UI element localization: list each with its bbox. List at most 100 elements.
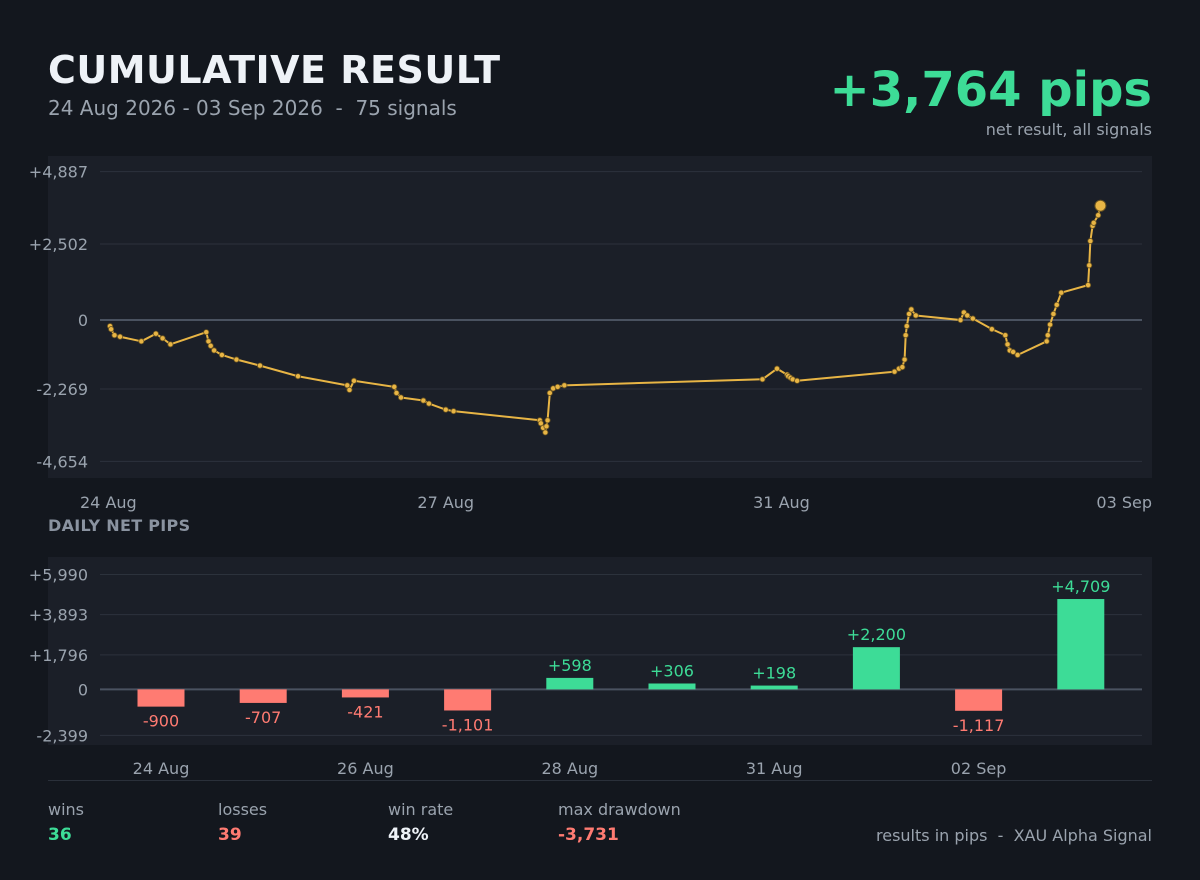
stat-winrate-label: win rate <box>388 800 454 819</box>
signal-point <box>167 341 174 348</box>
bar-value-label: -1,101 <box>442 715 494 734</box>
y-tick-label: 0 <box>78 311 88 330</box>
signal-point <box>773 365 780 372</box>
y-tick-label: 0 <box>78 680 88 699</box>
daily-bar <box>750 685 798 690</box>
stat-losses-label: losses <box>218 800 268 819</box>
signal-point <box>111 332 118 339</box>
daily-bar <box>955 689 1003 711</box>
signal-point <box>891 368 898 375</box>
y-tick-label: +2,502 <box>29 235 88 254</box>
y-tick-label: +1,796 <box>29 646 88 665</box>
x-tick-label: 24 Aug <box>133 759 190 778</box>
signal-point <box>899 364 906 371</box>
signal-point <box>1043 338 1050 345</box>
signal-point <box>912 312 919 319</box>
signal-point <box>543 423 550 430</box>
daily-bar <box>239 689 287 703</box>
signal-point <box>138 338 145 345</box>
y-tick-label: -2,399 <box>36 726 88 745</box>
stat-losses-value: 39 <box>218 825 242 845</box>
signal-point <box>759 376 766 383</box>
signal-point <box>152 330 159 337</box>
signal-point <box>207 342 214 349</box>
cumulative-line-chart: +4,887 +2,502 0 -2,269 -4,654 24 Aug 27 Aug 31 … <box>28 162 1152 512</box>
bar-value-label: +306 <box>650 661 694 680</box>
x-tick-label: 31 Aug <box>753 493 810 512</box>
signal-point <box>554 383 561 390</box>
bar-value-label: -421 <box>347 702 383 721</box>
bar-value-label: +198 <box>752 664 796 683</box>
signal-point <box>425 400 432 407</box>
bar-value-label: +2,200 <box>847 625 906 644</box>
signal-point <box>1004 341 1011 348</box>
stat-winrate-value: 48% <box>388 825 429 845</box>
bar-chart-panel <box>48 557 1152 745</box>
bar-value-label: +598 <box>548 656 592 675</box>
signal-point <box>902 332 909 339</box>
signal-point <box>561 382 568 389</box>
signal-point <box>1053 301 1060 308</box>
signal-point <box>901 356 908 363</box>
daily-bar <box>137 689 185 707</box>
signal-point <box>397 394 404 401</box>
net-result-caption: net result, all signals <box>985 120 1152 139</box>
x-tick-label: 02 Sep <box>951 759 1007 778</box>
daily-bar <box>546 677 594 690</box>
bar-value-label: +4,709 <box>1051 577 1110 596</box>
signal-point <box>350 377 357 384</box>
signal-point <box>1087 238 1094 245</box>
daily-bar <box>341 689 389 698</box>
x-tick-label: 31 Aug <box>746 759 803 778</box>
bar-value-label: -1,117 <box>953 716 1005 735</box>
signal-point <box>988 326 995 333</box>
signal-point <box>908 306 915 313</box>
daily-section-label: DAILY NET PIPS <box>48 516 191 535</box>
signal-point <box>964 312 971 319</box>
y-tick-label: +3,893 <box>29 606 88 625</box>
signal-point <box>546 389 553 396</box>
daily-bar <box>444 689 492 711</box>
signal-point <box>1095 212 1102 219</box>
signal-point <box>442 406 449 413</box>
signal-point <box>1014 351 1021 358</box>
daily-bar <box>1057 599 1105 690</box>
signal-point <box>391 383 398 390</box>
divider <box>48 780 1152 781</box>
x-tick-label: 28 Aug <box>541 759 598 778</box>
x-tick-label: 26 Aug <box>337 759 394 778</box>
signal-point <box>1047 321 1054 328</box>
signal-point <box>903 323 910 330</box>
signal-point <box>450 408 457 415</box>
signal-point <box>256 362 263 369</box>
bar-value-label: -707 <box>245 708 281 727</box>
stat-wins-label: wins <box>48 800 85 819</box>
signal-point <box>203 329 210 336</box>
date-range-subtitle: 24 Aug 2026 - 03 Sep 2026 - 75 signals <box>48 96 457 120</box>
y-tick-label: -4,654 <box>36 452 88 471</box>
x-tick-label: 27 Aug <box>417 493 474 512</box>
latest-point <box>1094 199 1107 212</box>
signal-point <box>957 317 964 324</box>
x-tick-label: 03 Sep <box>1096 493 1152 512</box>
signal-point <box>211 347 218 354</box>
signal-point <box>794 377 801 384</box>
bar-value-label: -900 <box>143 712 179 731</box>
signal-point <box>346 386 353 393</box>
page-title: CUMULATIVE RESULT <box>48 48 501 92</box>
signal-point <box>295 373 302 380</box>
signal-point <box>108 326 115 333</box>
signal-point <box>544 417 551 424</box>
stat-drawdown-value: -3,731 <box>558 825 619 845</box>
signal-point <box>1090 219 1097 226</box>
signal-point <box>969 315 976 322</box>
y-tick-label: +4,887 <box>29 163 88 182</box>
x-tick-label: 24 Aug <box>80 493 137 512</box>
daily-bar <box>852 647 900 690</box>
signal-point <box>1058 289 1065 296</box>
signal-point <box>218 351 225 358</box>
signal-point <box>1086 262 1093 269</box>
footer-note: results in pips - XAU Alpha Signal <box>876 826 1152 845</box>
signal-point <box>393 389 400 396</box>
